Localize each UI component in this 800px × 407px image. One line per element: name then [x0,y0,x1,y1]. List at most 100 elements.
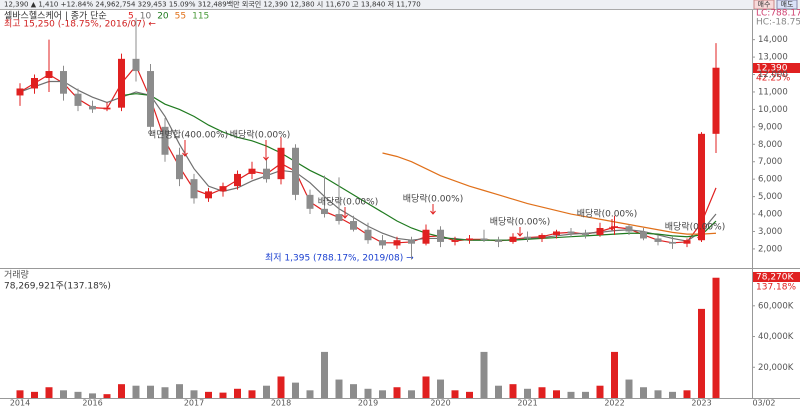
volume-bar [698,308,705,398]
volume-bar [263,385,270,398]
volume-bar [669,391,676,398]
last-volume: 78,270K [756,273,794,283]
volume-tick-label: 60,000K [758,301,794,311]
x-end-label: 03/02 [752,399,775,407]
candle-body [31,78,38,89]
candle-body [263,168,270,180]
candle-body [625,226,633,232]
last-volume-pct: 137.18% [756,283,796,293]
legend-entry: 115 [192,12,209,22]
volume-bar [350,384,357,398]
y-tick-label: 4,000 [758,210,782,220]
volume-bar [582,391,589,398]
annotation: 배당락(0.00%) [665,221,725,233]
candle-body [538,234,546,239]
high-note: 최고 15,250 (-18.75%, 2016/07) ← [4,19,156,30]
annotation-arrowhead [609,226,615,231]
volume-bar [190,390,198,398]
volume-bar [379,390,386,398]
volume-bar [451,390,459,398]
candle-body [118,58,125,108]
volume-bar [219,392,227,398]
candle-body [335,214,343,222]
candle-body [132,58,140,72]
volume-bar [292,382,299,398]
volume-bar [60,390,67,398]
volume-tick-label: 40,000K [758,332,794,342]
volume-bar [74,391,82,398]
legend-entry: 20 [157,12,169,22]
y-tick-label: 13,000 [758,53,788,63]
candle-body [306,194,314,209]
candle-body [205,191,212,199]
candle-body [712,67,720,134]
volume-bar [364,388,372,398]
volume-bar [611,351,618,398]
volume-bar [321,351,328,398]
legend-entry: 10 [140,12,152,22]
volume-bar [176,384,183,398]
buy-label[interactable]: 매수 [758,1,771,9]
y-tick-label: 3,000 [758,227,782,237]
volume-bar [132,385,140,398]
annotation: 배당락(0.00%) [230,129,290,141]
ma-line [382,152,717,235]
annotation-arrowhead [342,214,348,219]
candle-body [45,71,53,79]
volume-bar [147,385,154,398]
last-price-box [753,63,800,73]
volume-bar [495,385,502,398]
low-note: 최저 1,395 (788.17%, 2019/08) → [265,253,414,264]
x-tick-label: 2022 [604,399,624,407]
volume-bar [524,388,531,398]
candle-body [60,71,67,94]
candle-body [422,229,430,244]
candle-body [582,233,589,235]
candle-body [640,231,647,239]
last-pct: 42.25% [756,74,791,84]
candle-body [161,126,169,155]
volume-bar [277,376,285,398]
candle-body [219,186,227,192]
candle-body [480,238,488,241]
volume-bar [16,390,24,398]
candle-body [74,93,82,106]
candle-body [683,240,691,244]
volume-bar [335,379,343,398]
candle-body [321,208,328,215]
candle-body [190,179,198,199]
candle-body [524,236,531,239]
volume-bar [103,394,111,398]
volume-title: 거래량 [4,269,29,281]
candle-body [567,231,575,234]
legend-entry: 55 [175,12,186,22]
volume-bar [234,388,241,398]
annotation-arrowhead [263,156,269,161]
x-tick-label: 2019 [358,399,378,407]
volume-bar [538,387,546,398]
x-tick-label: 2021 [517,399,537,407]
candle-body [350,221,357,230]
candle-body [596,227,604,235]
candle-body [176,154,183,180]
ma-line [121,93,717,241]
chart-title: 셀바스헬스케어 | 종가 단순 [4,11,107,22]
lc-label: LC:788.17 [756,9,800,19]
candle-body [248,168,256,174]
volume-bar [640,387,647,398]
y-tick-label: 8,000 [758,140,782,150]
sell-label[interactable]: 매도 [781,1,794,9]
x-tick-label: 2018 [271,399,291,407]
volume-bar [509,384,517,398]
annotation: 배당락(0.00%) [403,193,463,205]
volume-bar [553,390,560,398]
volume-bar [89,393,96,398]
y-tick-label: 9,000 [758,122,782,132]
candle-body [379,240,386,246]
candle-body [437,229,444,242]
annotation: 배당락(0.00%) [490,216,550,228]
y-tick-label: 2,000 [758,244,782,254]
volume-bar [567,391,575,398]
volume-bar [408,390,415,398]
candle-body [16,88,24,96]
